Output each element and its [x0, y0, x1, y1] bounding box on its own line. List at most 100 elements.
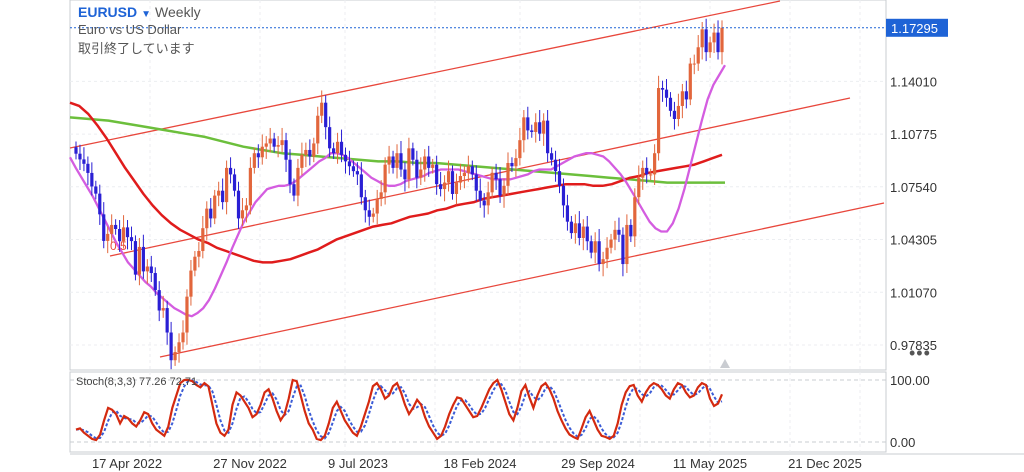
x-tick-label: 17 Apr 2022 — [92, 456, 162, 471]
candle-body — [300, 154, 304, 168]
scroll-marker-icon — [720, 359, 730, 368]
candle-body — [205, 208, 209, 229]
candle-body — [98, 193, 102, 215]
candle-body — [692, 63, 696, 65]
candle-body — [546, 120, 550, 154]
candle-body — [649, 174, 653, 176]
x-tick-label: 18 Feb 2024 — [443, 456, 516, 471]
candle-body — [474, 174, 478, 191]
candle-body — [324, 102, 328, 128]
candle-body — [637, 177, 641, 198]
candle-body — [435, 164, 439, 185]
channel-mid-line — [109, 97, 851, 257]
candle-body — [700, 29, 704, 48]
stoch-y-tick-label: 0.00 — [890, 435, 915, 450]
candle-body — [82, 159, 86, 164]
y-tick-label: 1.07540 — [890, 180, 937, 195]
candle-body — [621, 234, 625, 265]
candle-body — [478, 190, 482, 201]
candle-body — [137, 246, 142, 275]
candle-body — [221, 190, 225, 203]
candle-body — [498, 179, 502, 196]
candle-body — [423, 156, 427, 170]
candle-body — [716, 32, 720, 53]
candle-body — [676, 105, 681, 119]
stoch-name: Stoch(8,3,3) — [76, 376, 136, 388]
candle-body — [276, 145, 280, 147]
candle-body — [458, 176, 463, 183]
candles-group — [74, 18, 724, 370]
candle-body — [264, 143, 268, 147]
candle-body — [399, 153, 403, 170]
candle-body — [431, 164, 435, 168]
candle-body — [613, 229, 617, 240]
candle-body — [585, 226, 589, 242]
candle-body — [589, 241, 593, 253]
candle-body — [482, 200, 486, 206]
candle-body — [125, 227, 130, 238]
candle-body — [308, 149, 312, 157]
candle-body — [74, 147, 78, 154]
chevron-down-icon[interactable]: ▼ — [141, 9, 152, 20]
more-options-icon[interactable]: ••• — [909, 343, 931, 363]
candle-body — [688, 63, 692, 100]
candle-body — [450, 171, 455, 194]
candle-body — [403, 169, 407, 180]
candle-body — [415, 159, 419, 178]
candle-body — [411, 148, 415, 160]
channel-upper-line — [69, 0, 781, 149]
candle-body — [228, 167, 233, 175]
candle-body — [359, 174, 363, 198]
candle-body — [129, 237, 134, 242]
timeframe-selector[interactable]: Weekly — [155, 4, 201, 20]
candle-body — [102, 214, 106, 241]
candle-body — [288, 159, 292, 185]
candle-body — [680, 91, 684, 106]
y-tick-label: 1.04305 — [890, 233, 937, 248]
candle-body — [177, 342, 181, 353]
candle-body — [391, 156, 395, 168]
candle-body — [260, 146, 264, 158]
y-tick-label: 1.14010 — [890, 74, 937, 89]
candle-body — [375, 198, 379, 214]
candle-body — [363, 197, 367, 211]
candle-body — [117, 229, 122, 242]
candle-body — [427, 156, 431, 168]
candle-body — [446, 171, 451, 183]
x-tick-label: 9 Jul 2023 — [328, 456, 388, 471]
candle-body — [549, 153, 554, 160]
current-price-label: 1.17295 — [891, 21, 938, 36]
candle-body — [292, 184, 296, 196]
candle-body — [490, 172, 494, 193]
candle-body — [708, 42, 712, 53]
symbol-selector[interactable]: EURUSD — [78, 4, 138, 20]
candle-body — [565, 205, 570, 222]
chart-header: EURUSD ▼ Weekly — [78, 4, 201, 23]
candle-body — [185, 296, 189, 333]
candle-body — [656, 88, 661, 154]
candle-body — [371, 213, 375, 217]
candle-body — [395, 153, 399, 168]
stoch-k-value: 77.26 — [138, 376, 167, 388]
candle-body — [534, 122, 538, 133]
candle-body — [704, 29, 708, 53]
candle-body — [173, 352, 177, 361]
candle-body — [530, 130, 534, 133]
candle-body — [94, 186, 98, 194]
candle-body — [367, 210, 371, 217]
candle-body — [328, 127, 332, 149]
candle-body — [355, 171, 359, 175]
candle-body — [296, 167, 300, 196]
candle-body — [343, 154, 348, 162]
candle-body — [256, 153, 260, 158]
candle-body — [720, 27, 724, 53]
market-status: 取引終了しています — [78, 41, 195, 56]
candle-body — [133, 241, 138, 275]
candle-body — [672, 110, 677, 119]
x-tick-label: 27 Nov 2022 — [213, 456, 287, 471]
ma-fast-line — [68, 64, 726, 318]
candle-body — [213, 195, 217, 219]
candle-body — [645, 167, 649, 175]
candle-body — [217, 190, 221, 196]
